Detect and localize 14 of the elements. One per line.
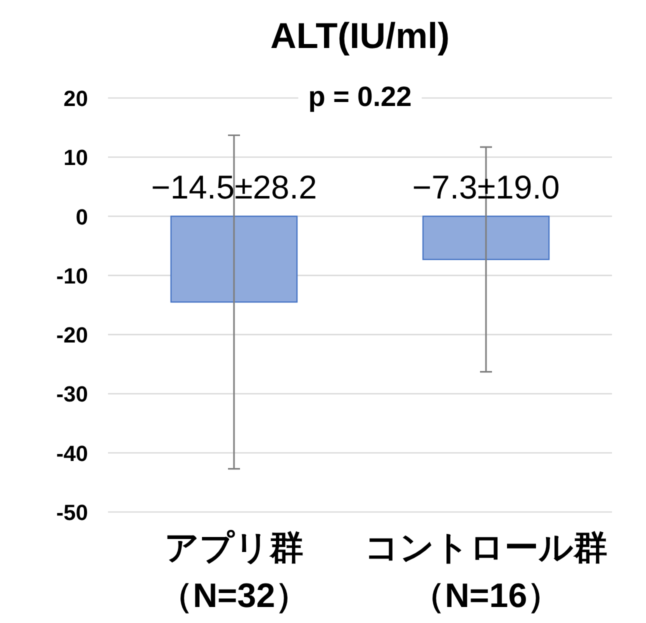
y-tick-label: -10 [56,263,88,288]
y-tick-label: -30 [56,382,88,407]
y-tick-label: 10 [64,145,88,170]
y-tick-label: -40 [56,440,88,466]
chart-title: ALT(IU/ml) [270,15,450,56]
data-label: −7.3±19.0 [412,168,560,206]
y-tick-label: 0 [76,204,88,230]
chart-subtitle: p = 0.22 [308,81,412,112]
x-tick-label: コントロール群（N=16） [364,528,608,617]
x-tick-label: アプリ群（N=32） [158,528,310,617]
y-tick-label: -50 [56,500,88,525]
y-tick-label: 20 [64,86,88,111]
y-tick-label: -20 [56,322,88,348]
data-label: −14.5±28.2 [151,168,317,206]
